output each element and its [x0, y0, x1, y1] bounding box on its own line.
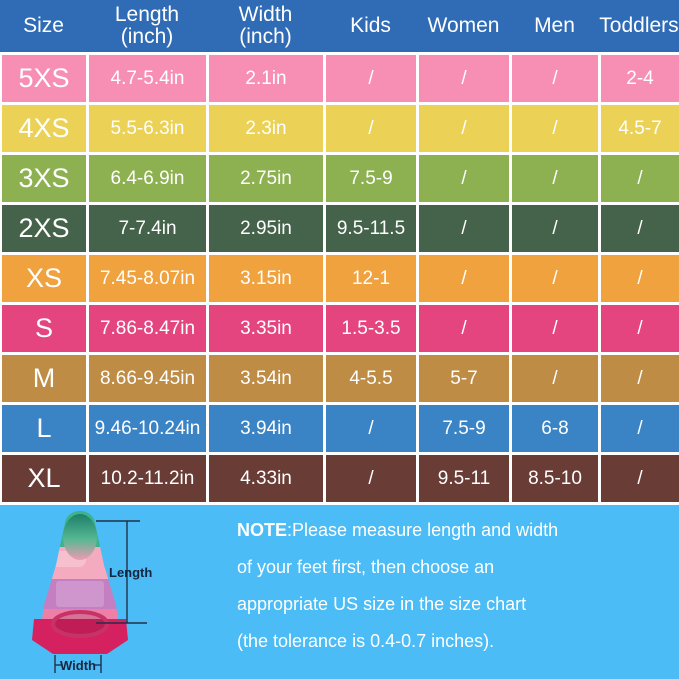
cell-l-width: 3.94in [209, 405, 323, 452]
cell-4xs-length: 5.5-6.3in [89, 105, 206, 152]
cell-m-men: / [512, 355, 598, 402]
note-line-1: NOTE:Please measure length and width [237, 520, 559, 540]
size-label-l: L [2, 405, 86, 452]
cell-s-men: / [512, 305, 598, 352]
cell-m-women: 5-7 [419, 355, 509, 402]
size-label-2xs: 2XS [2, 205, 86, 252]
length-label: Length [109, 565, 152, 580]
cell-m-toddlers: / [601, 355, 679, 402]
column-header-subtitle: (inch) [239, 25, 292, 48]
cell-3xs-kids: 7.5-9 [326, 155, 416, 202]
size-label-m: M [2, 355, 86, 402]
cell-l-men: 6-8 [512, 405, 598, 452]
column-header-size: Size [0, 0, 87, 52]
column-header-men: Men [510, 0, 599, 52]
width-label: Width [60, 658, 96, 673]
cell-4xs-kids: / [326, 105, 416, 152]
cell-xs-women: / [419, 255, 509, 302]
bottom-section: Length Width NOTE:Please measure length … [0, 505, 679, 679]
size-label-xl: XL [2, 455, 86, 502]
cell-s-kids: 1.5-3.5 [326, 305, 416, 352]
cell-l-kids: / [326, 405, 416, 452]
cell-5xs-width: 2.1in [209, 55, 323, 102]
fin-foot-opening [51, 610, 109, 638]
cell-m-kids: 4-5.5 [326, 355, 416, 402]
width-dimension-line [54, 655, 102, 673]
column-header-length: Length (inch) [87, 0, 207, 52]
cell-2xs-toddlers: / [601, 205, 679, 252]
cell-l-length: 9.46-10.24in [89, 405, 206, 452]
cell-5xs-kids: / [326, 55, 416, 102]
cell-4xs-men: / [512, 105, 598, 152]
cell-xs-length: 7.45-8.07in [89, 255, 206, 302]
cell-m-width: 3.54in [209, 355, 323, 402]
size-label-xs: XS [2, 255, 86, 302]
cell-s-toddlers: / [601, 305, 679, 352]
size-label-s: S [2, 305, 86, 352]
cell-3xs-length: 6.4-6.9in [89, 155, 206, 202]
column-header-title: Toddlers [599, 14, 679, 37]
cell-xl-kids: / [326, 455, 416, 502]
size-table-body: 5XS 4.7-5.4in 2.1in / //2-4 4XS 5.5-6.3in 2.3in… [0, 52, 679, 505]
cell-l-women: 7.5-9 [419, 405, 509, 452]
cell-xl-length: 10.2-11.2in [89, 455, 206, 502]
cell-5xs-women: / [419, 55, 509, 102]
note-line-4: (the tolerance is 0.4-0.7 inches). [237, 631, 495, 651]
cell-xl-men: 8.5-10 [512, 455, 598, 502]
column-header-width: Width (inch) [207, 0, 324, 52]
cell-5xs-length: 4.7-5.4in [89, 55, 206, 102]
cell-3xs-men: / [512, 155, 598, 202]
table-header-row: Size Length (inch) Width (inch) Kids Women Men T… [0, 0, 679, 52]
cell-xl-toddlers: / [601, 455, 679, 502]
note-label: NOTE [237, 520, 288, 540]
cell-5xs-men: / [512, 55, 598, 102]
size-label-3xs: 3XS [2, 155, 86, 202]
cell-2xs-length: 7-7.4in [89, 205, 206, 252]
cell-4xs-women: / [419, 105, 509, 152]
cell-2xs-width: 2.95in [209, 205, 323, 252]
fin-blade-oval [63, 514, 97, 560]
cell-l-toddlers: / [601, 405, 679, 452]
column-header-toddlers: Toddlers [599, 0, 679, 52]
cell-m-length: 8.66-9.45in [89, 355, 206, 402]
cell-2xs-kids: 9.5-11.5 [326, 205, 416, 252]
size-label-4xs: 4XS [2, 105, 86, 152]
cell-s-women: / [419, 305, 509, 352]
cell-5xs-toddlers: 2-4 [601, 55, 679, 102]
column-header-title: Men [534, 14, 575, 37]
cell-xl-women: 9.5-11 [419, 455, 509, 502]
column-header-title: Size [23, 14, 64, 37]
column-header-title: Women [427, 14, 500, 37]
cell-xs-men: / [512, 255, 598, 302]
cell-3xs-width: 2.75in [209, 155, 323, 202]
cell-xs-toddlers: / [601, 255, 679, 302]
cell-xs-kids: 12-1 [326, 255, 416, 302]
cell-s-length: 7.86-8.47in [89, 305, 206, 352]
cell-3xs-toddlers: / [601, 155, 679, 202]
column-header-women: Women [417, 0, 510, 52]
note-line-2: of your feet first, then choose an [237, 557, 495, 577]
fin-diagram: Length Width [32, 511, 152, 673]
size-label-5xs: 5XS [2, 55, 86, 102]
cell-2xs-men: / [512, 205, 598, 252]
cell-4xs-toddlers: 4.5-7 [601, 105, 679, 152]
column-header-title: Width [238, 3, 293, 26]
cell-2xs-women: / [419, 205, 509, 252]
note-text: NOTE:Please measure length and width of … [237, 512, 558, 660]
column-header-subtitle: (inch) [120, 25, 174, 48]
cell-xl-width: 4.33in [209, 455, 323, 502]
cell-xs-width: 3.15in [209, 255, 323, 302]
cell-s-width: 3.35in [209, 305, 323, 352]
length-dimension-line [96, 520, 147, 624]
cell-3xs-women: / [419, 155, 509, 202]
column-header-kids: Kids [324, 0, 417, 52]
column-header-title: Kids [350, 14, 391, 37]
cell-4xs-width: 2.3in [209, 105, 323, 152]
note-line-3: appropriate US size in the size chart [237, 594, 527, 614]
column-header-title: Length [114, 3, 180, 26]
